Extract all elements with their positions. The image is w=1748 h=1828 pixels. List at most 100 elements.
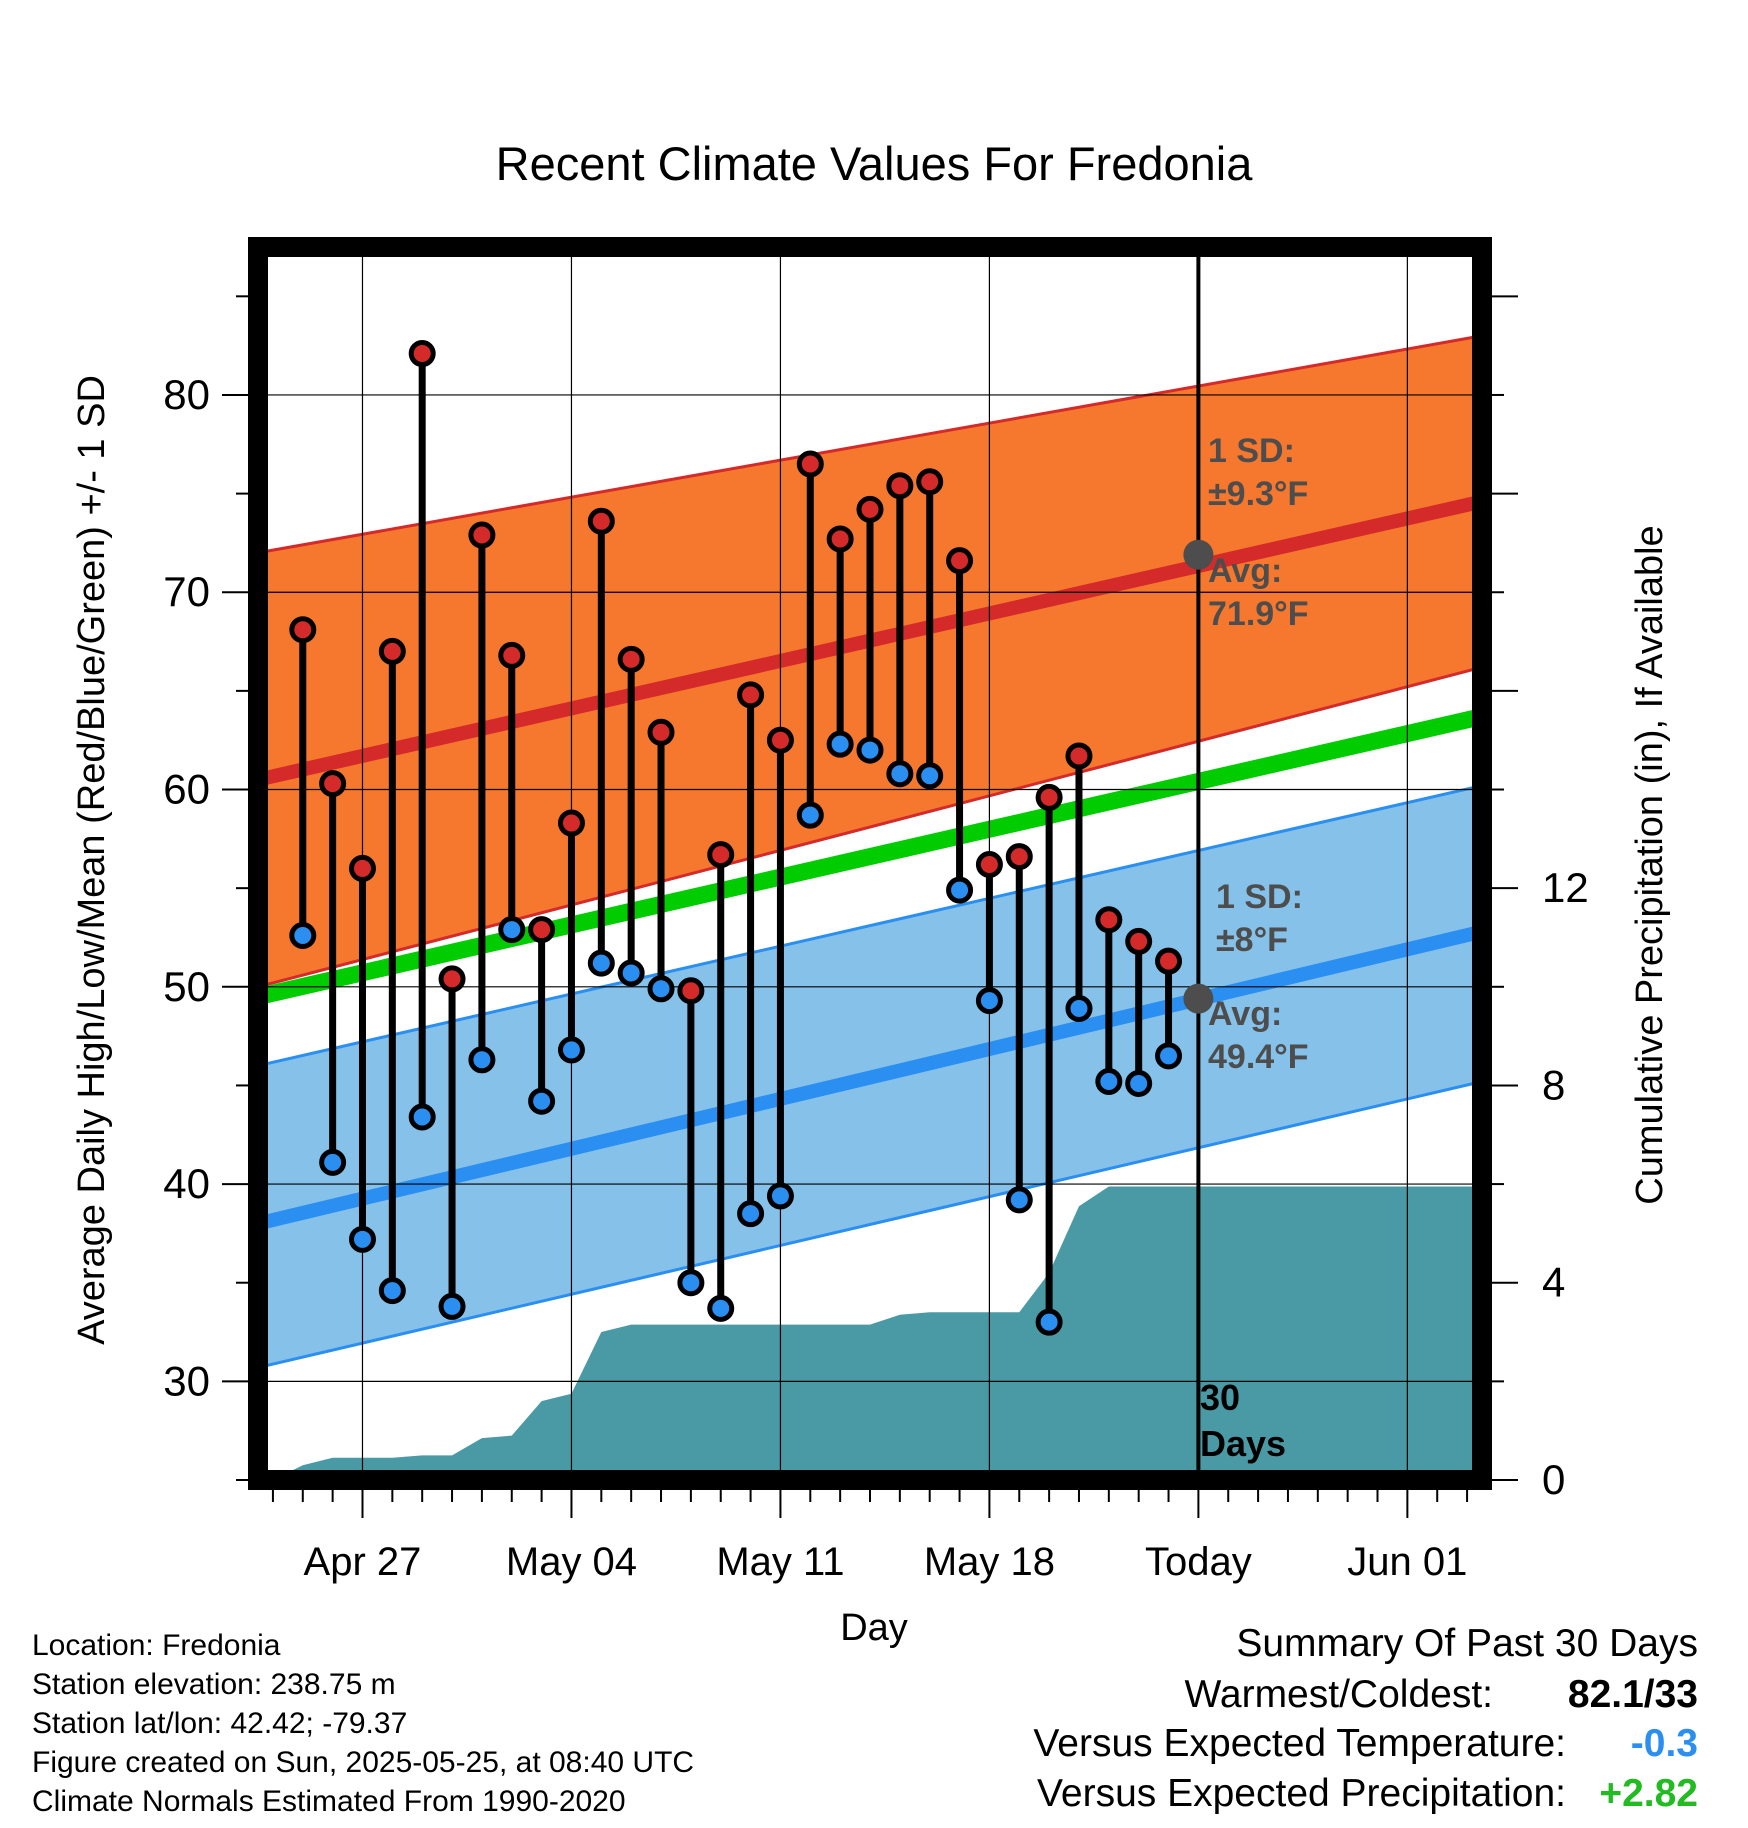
y-right-tick-label-8: 8 — [1542, 1061, 1565, 1108]
y-axis-right-title: Cumulative Precipitation (in), If Availa… — [1629, 525, 1671, 1204]
footer-location: Location: Fredonia — [32, 1629, 281, 1662]
high-point-7 — [468, 521, 496, 549]
low-point-1 — [289, 922, 317, 950]
low-point-2 — [319, 1148, 347, 1176]
days-count-label: 30 — [1200, 1377, 1240, 1418]
low-point-8 — [498, 916, 526, 944]
high-point-15 — [707, 841, 735, 869]
high-point-27 — [1065, 742, 1093, 770]
y-right-tick-label-0: 0 — [1542, 1456, 1565, 1503]
low-point-15 — [707, 1294, 735, 1322]
high-point-24 — [975, 850, 1003, 878]
high-point-6 — [438, 965, 466, 993]
precip-label: Versus Expected Precipitation: — [1037, 1772, 1566, 1815]
low-point-6 — [438, 1292, 466, 1320]
x-tick-label-4: Today — [1145, 1540, 1252, 1584]
high-point-20 — [856, 495, 884, 523]
high-point-13 — [647, 718, 675, 746]
low-point-20 — [856, 736, 884, 764]
daily-range-bars — [299, 353, 1173, 1323]
high-sd-band-lower-edge — [257, 665, 1483, 989]
x-axis-title: Day — [840, 1607, 908, 1649]
high-avg-value: 71.9°F — [1208, 595, 1309, 633]
high-point-18 — [796, 450, 824, 478]
low-point-23 — [946, 876, 974, 904]
low-point-29 — [1125, 1069, 1153, 1097]
high-point-29 — [1125, 927, 1153, 955]
high-point-26 — [1035, 783, 1063, 811]
low-point-16 — [737, 1200, 765, 1228]
low-point-30 — [1155, 1042, 1183, 1070]
high-point-25 — [1005, 843, 1033, 871]
low-point-28 — [1095, 1067, 1123, 1095]
low-point-18 — [796, 801, 824, 829]
high-point-10 — [557, 809, 585, 837]
high-point-9 — [528, 916, 556, 944]
footer-created: Figure created on Sun, 2025-05-25, at 08… — [32, 1746, 695, 1779]
high-point-22 — [916, 468, 944, 496]
footer-normals: Climate Normals Estimated From 1990-2020 — [32, 1785, 626, 1818]
warmest-value: 82.1/33 — [1567, 1673, 1698, 1716]
low-point-11 — [587, 949, 615, 977]
low-sd-label: 1 SD: — [1216, 878, 1303, 916]
high-point-16 — [737, 681, 765, 709]
low-point-5 — [408, 1103, 436, 1131]
mean-normal-line — [256, 708, 1484, 1005]
footer-elevation: Station elevation: 238.75 m — [32, 1668, 396, 1701]
y-left-tick-label-30: 30 — [163, 1357, 210, 1404]
low-point-17 — [766, 1182, 794, 1210]
low-point-9 — [528, 1087, 556, 1115]
daily-points — [289, 340, 1214, 1336]
high-point-14 — [677, 977, 705, 1005]
y-axis-left-title: Average Daily High/Low/Mean (Red/Blue/Gr… — [71, 375, 113, 1345]
high-point-2 — [319, 770, 347, 798]
x-tick-label-2: May 11 — [716, 1540, 844, 1584]
high-point-5 — [408, 340, 436, 368]
low-point-27 — [1065, 995, 1093, 1023]
precip-cumulative-area — [272, 1186, 1483, 1480]
low-sd-band-lower-edge — [257, 1080, 1483, 1370]
warmest-label: Warmest/Coldest: — [1184, 1673, 1493, 1716]
precipitation-area — [272, 1186, 1483, 1480]
annotations: 1 SD: ±9.3°F Avg: 71.9°F 1 SD: ±8°F Avg:… — [1200, 432, 1309, 1464]
low-point-4 — [378, 1277, 406, 1305]
x-tick-label-3: May 18 — [924, 1540, 1055, 1584]
axes: 30 40 50 60 70 80 0 4 8 12 Apr 27 May 04 May 11 May 1… — [163, 295, 1589, 1584]
high-sd-value: ±9.3°F — [1208, 475, 1308, 513]
low-sd-band-upper-edge — [257, 784, 1483, 1068]
high-point-17 — [766, 726, 794, 754]
today-low-avg-marker — [1183, 983, 1214, 1014]
low-point-13 — [647, 975, 675, 1003]
low-point-19 — [826, 730, 854, 758]
low-point-25 — [1005, 1186, 1033, 1214]
high-point-19 — [826, 525, 854, 553]
temp-label: Versus Expected Temperature: — [1033, 1722, 1566, 1765]
footer-info: Location: Fredonia Station elevation: 23… — [32, 1626, 694, 1821]
y-left-tick-label-80: 80 — [163, 371, 210, 418]
low-point-3 — [348, 1225, 376, 1253]
y-right-tick-label-12: 12 — [1542, 864, 1589, 911]
high-point-23 — [946, 547, 974, 575]
low-sd-value: ±8°F — [1216, 921, 1288, 959]
low-point-21 — [886, 760, 914, 788]
x-tick-label-5: Jun 01 — [1347, 1540, 1467, 1584]
low-avg-label: Avg: — [1208, 995, 1282, 1033]
plot-border — [248, 237, 1492, 1490]
low-point-10 — [557, 1036, 585, 1064]
high-point-4 — [378, 637, 406, 665]
low-avg-value: 49.4°F — [1208, 1038, 1309, 1076]
high-point-1 — [289, 616, 317, 644]
x-tick-label-0: Apr 27 — [304, 1540, 422, 1584]
high-point-8 — [498, 641, 526, 669]
precip-value: +2.82 — [1599, 1772, 1698, 1815]
summary-heading: Summary Of Past 30 Days — [1236, 1622, 1698, 1665]
today-high-avg-marker — [1183, 539, 1214, 570]
x-tick-label-1: May 04 — [506, 1540, 637, 1584]
temp-value: -0.3 — [1630, 1722, 1698, 1765]
y-left-tick-label-70: 70 — [163, 568, 210, 615]
chart-title: Recent Climate Values For Fredonia — [496, 137, 1254, 190]
high-sd-label: 1 SD: — [1208, 432, 1295, 470]
high-point-12 — [617, 645, 645, 673]
y-left-tick-label-50: 50 — [163, 963, 210, 1010]
